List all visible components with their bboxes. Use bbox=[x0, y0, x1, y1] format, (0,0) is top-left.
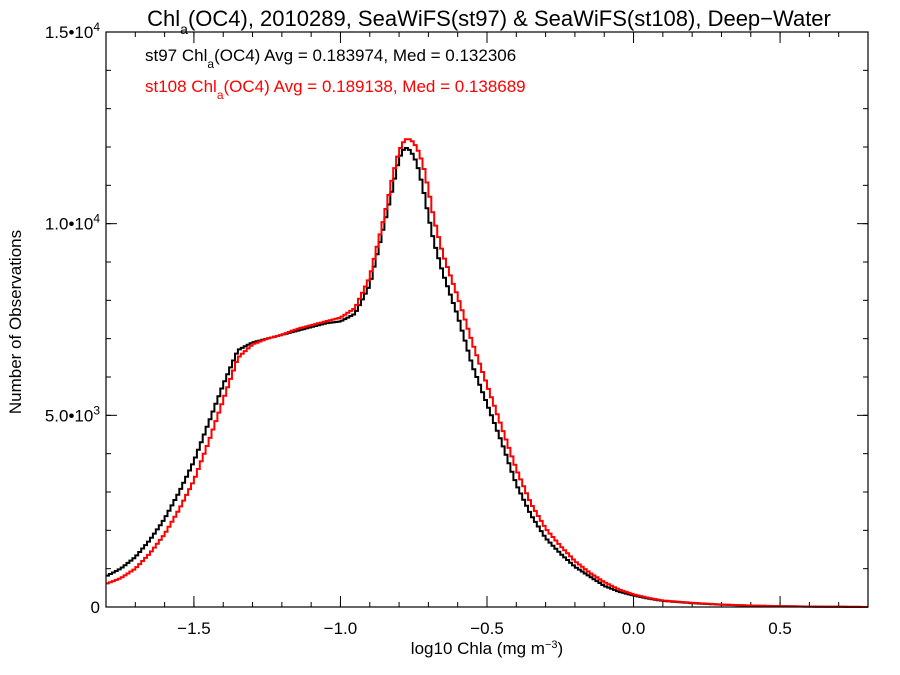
x-tick-label: 0.5 bbox=[768, 619, 792, 638]
st108-annotation-pre: st108 Chl bbox=[145, 77, 217, 96]
y-tick-label-base: 1.5•10 bbox=[45, 23, 94, 42]
series-st97-line bbox=[106, 147, 868, 608]
x-axis-label-pre: log10 Chla (mg m bbox=[411, 639, 545, 658]
y-tick-label: 0 bbox=[91, 598, 100, 617]
y-tick-label: 1.0•104 bbox=[45, 212, 101, 234]
y-tick-label-exponent: 3 bbox=[93, 403, 100, 417]
y-tick-label-base: 0 bbox=[91, 598, 100, 617]
x-tick-label: 0.0 bbox=[622, 619, 646, 638]
st108-annotation: st108 Chla(OC4) Avg = 0.189138, Med = 0.… bbox=[145, 77, 526, 102]
st108-annotation-post: (OC4) Avg = 0.189138, Med = 0.138689 bbox=[224, 77, 526, 96]
x-axis-label-sup: −3 bbox=[545, 639, 558, 651]
chart-title: Chla(OC4), 2010289, SeaWiFS(st97) & SeaW… bbox=[147, 6, 831, 37]
y-tick-label-base: 1.0•10 bbox=[45, 215, 94, 234]
st97-annotation: st97 Chla(OC4) Avg = 0.183974, Med = 0.1… bbox=[145, 46, 516, 71]
y-tick-label: 5.0•103 bbox=[45, 403, 101, 425]
series-st108-line bbox=[106, 138, 868, 608]
x-axis-label-post: ) bbox=[558, 639, 564, 658]
x-tick-label: −1.0 bbox=[324, 619, 358, 638]
chart-title-post: (OC4), 2010289, SeaWiFS(st97) & SeaWiFS(… bbox=[188, 6, 831, 31]
series-layer bbox=[106, 138, 868, 608]
y-tick-label-exponent: 4 bbox=[93, 212, 100, 226]
chart-title-sub: a bbox=[180, 21, 188, 37]
x-axis-label: log10 Chla (mg m−3) bbox=[411, 639, 563, 658]
chart-title-pre: Chl bbox=[147, 6, 180, 31]
x-tick-label: −1.5 bbox=[177, 619, 211, 638]
y-tick-label-base: 5.0•10 bbox=[45, 406, 94, 425]
st97-annotation-pre: st97 Chl bbox=[145, 46, 207, 65]
y-axis-label: Number of Observations bbox=[6, 230, 25, 414]
plot-frame bbox=[105, 31, 869, 608]
y-tick-label: 1.5•104 bbox=[45, 20, 101, 42]
st97-annotation-post: (OC4) Avg = 0.183974, Med = 0.132306 bbox=[214, 46, 516, 65]
y-tick-label-exponent: 4 bbox=[93, 20, 100, 34]
x-tick-label: −0.5 bbox=[470, 619, 504, 638]
st108-annotation-sub: a bbox=[217, 88, 224, 102]
st97-annotation-sub: a bbox=[207, 57, 214, 71]
